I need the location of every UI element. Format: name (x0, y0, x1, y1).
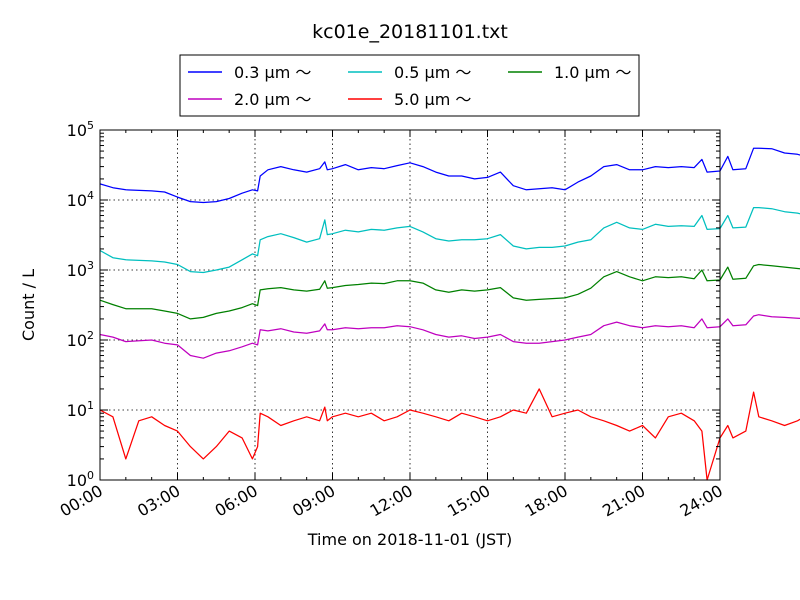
series-layer (99, 147, 800, 481)
legend-label-3: 1.0 μm ～ (554, 63, 631, 82)
x-axis-label: Time on 2018-11-01 (JST) (307, 530, 512, 549)
y-axis-label: Count / L (19, 269, 38, 341)
series-line-2 (99, 206, 800, 274)
chart-title: kc01e_20181101.txt (312, 21, 508, 43)
legend-label-2: 0.5 μm ～ (394, 63, 471, 82)
y-tick-label: 104 (67, 189, 94, 210)
legend-label-5: 5.0 μm ～ (394, 90, 471, 109)
axis-ticks (99, 129, 721, 481)
y-tick-label: 103 (67, 259, 94, 280)
legend-box (179, 54, 640, 117)
y-tick-label: 102 (67, 329, 94, 350)
series-line-5 (99, 388, 800, 481)
plot-frame (99, 129, 721, 481)
series-line-1 (99, 147, 800, 204)
series-line-3 (99, 263, 800, 320)
legend-label-1: 0.3 μm ～ (234, 63, 311, 82)
y-tick-labels: 100 101 102 103 104 105 (67, 119, 94, 490)
legend-items: 0.3 μm ～ 0.5 μm ～ 1.0 μm ～ 2.0 μm ～ 5.0 μm ～ (188, 63, 631, 109)
legend-label-4: 2.0 μm ～ (234, 90, 311, 109)
y-tick-label: 105 (67, 119, 94, 140)
series-line-4 (99, 314, 800, 359)
y-tick-label: 101 (67, 399, 94, 420)
y-tick-label: 100 (67, 469, 94, 490)
legend: 0.3 μm ～ 0.5 μm ～ 1.0 μm ～ 2.0 μm ～ 5.0 μm ～ (179, 54, 640, 117)
